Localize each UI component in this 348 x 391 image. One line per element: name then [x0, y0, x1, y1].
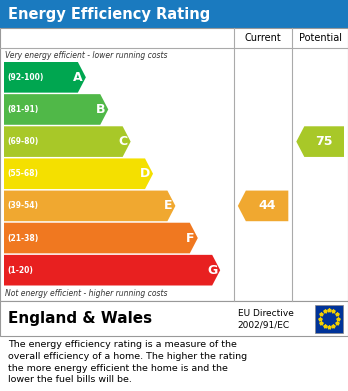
Text: (81-91): (81-91): [7, 105, 38, 114]
Text: (69-80): (69-80): [7, 137, 38, 146]
Text: The energy efficiency rating is a measure of the
overall efficiency of a home. T: The energy efficiency rating is a measur…: [8, 340, 247, 384]
Text: (39-54): (39-54): [7, 201, 38, 210]
Text: 75: 75: [315, 135, 333, 148]
Polygon shape: [4, 62, 86, 93]
Polygon shape: [4, 190, 175, 221]
Polygon shape: [4, 255, 220, 285]
Text: (92-100): (92-100): [7, 73, 44, 82]
Polygon shape: [4, 94, 108, 125]
Polygon shape: [4, 223, 198, 253]
Text: (1-20): (1-20): [7, 265, 33, 275]
Text: England & Wales: England & Wales: [8, 311, 152, 326]
Polygon shape: [296, 126, 344, 157]
Text: EU Directive: EU Directive: [238, 309, 294, 318]
Text: 2002/91/EC: 2002/91/EC: [238, 321, 290, 330]
Bar: [0, 301, 348, 336]
Text: 44: 44: [258, 199, 276, 212]
Text: A: A: [73, 71, 83, 84]
Bar: [0, 0, 348, 28]
Text: G: G: [207, 264, 217, 277]
Text: Current: Current: [245, 33, 282, 43]
Text: B: B: [96, 103, 105, 116]
Polygon shape: [4, 158, 153, 189]
Text: F: F: [186, 231, 195, 244]
Text: (55-68): (55-68): [7, 169, 38, 178]
Text: D: D: [140, 167, 150, 180]
Text: (21-38): (21-38): [7, 233, 38, 242]
Text: Energy Efficiency Rating: Energy Efficiency Rating: [8, 7, 210, 22]
Bar: [0, 28, 348, 301]
Polygon shape: [4, 126, 130, 157]
Text: Potential: Potential: [299, 33, 342, 43]
Text: Very energy efficient - lower running costs: Very energy efficient - lower running co…: [5, 51, 167, 60]
Polygon shape: [238, 190, 288, 221]
Text: C: C: [119, 135, 128, 148]
Text: E: E: [164, 199, 172, 212]
Text: Not energy efficient - higher running costs: Not energy efficient - higher running co…: [5, 289, 167, 298]
Bar: [315, 305, 343, 332]
